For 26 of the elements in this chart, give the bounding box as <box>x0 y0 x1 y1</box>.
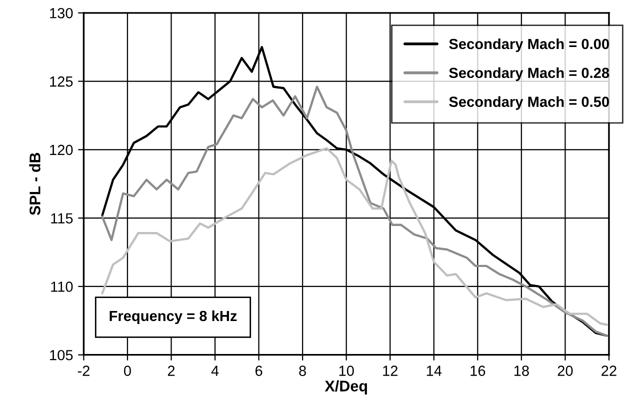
x-tick-label: 16 <box>470 366 486 376</box>
legend-label: Secondary Mach = 0.00 <box>449 38 609 52</box>
x-tick-label: 20 <box>558 366 573 376</box>
x-tick-label: 18 <box>514 366 529 376</box>
y-tick-label: 115 <box>51 213 73 224</box>
x-tick-label: 12 <box>383 366 398 376</box>
x-axis-title: X/Deq <box>324 380 367 394</box>
x-tick-label: 4 <box>211 366 219 376</box>
x-tick-label: 2 <box>168 366 175 376</box>
x-tick-label: 10 <box>339 366 354 376</box>
legend-label: Secondary Mach = 0.50 <box>449 96 609 110</box>
y-tick-label: 105 <box>50 350 73 360</box>
x-tick-label: 8 <box>299 366 306 376</box>
y-tick-label: 130 <box>50 8 73 18</box>
x-tick-label: 6 <box>255 366 262 376</box>
x-tick-label: 0 <box>124 366 131 376</box>
legend-label: Secondary Mach = 0.28 <box>449 67 610 81</box>
y-tick-label: 120 <box>50 144 73 156</box>
x-tick-label: -2 <box>78 366 90 376</box>
y-tick-label: 110 <box>51 282 73 292</box>
x-tick-label: 14 <box>426 366 442 376</box>
x-tick-label: 22 <box>602 366 616 376</box>
y-axis-title: SPL - dB <box>29 152 40 216</box>
y-tick-label: 125 <box>50 76 73 87</box>
annotation: Frequency = 8 kHz <box>110 310 237 324</box>
line-series <box>101 147 608 326</box>
